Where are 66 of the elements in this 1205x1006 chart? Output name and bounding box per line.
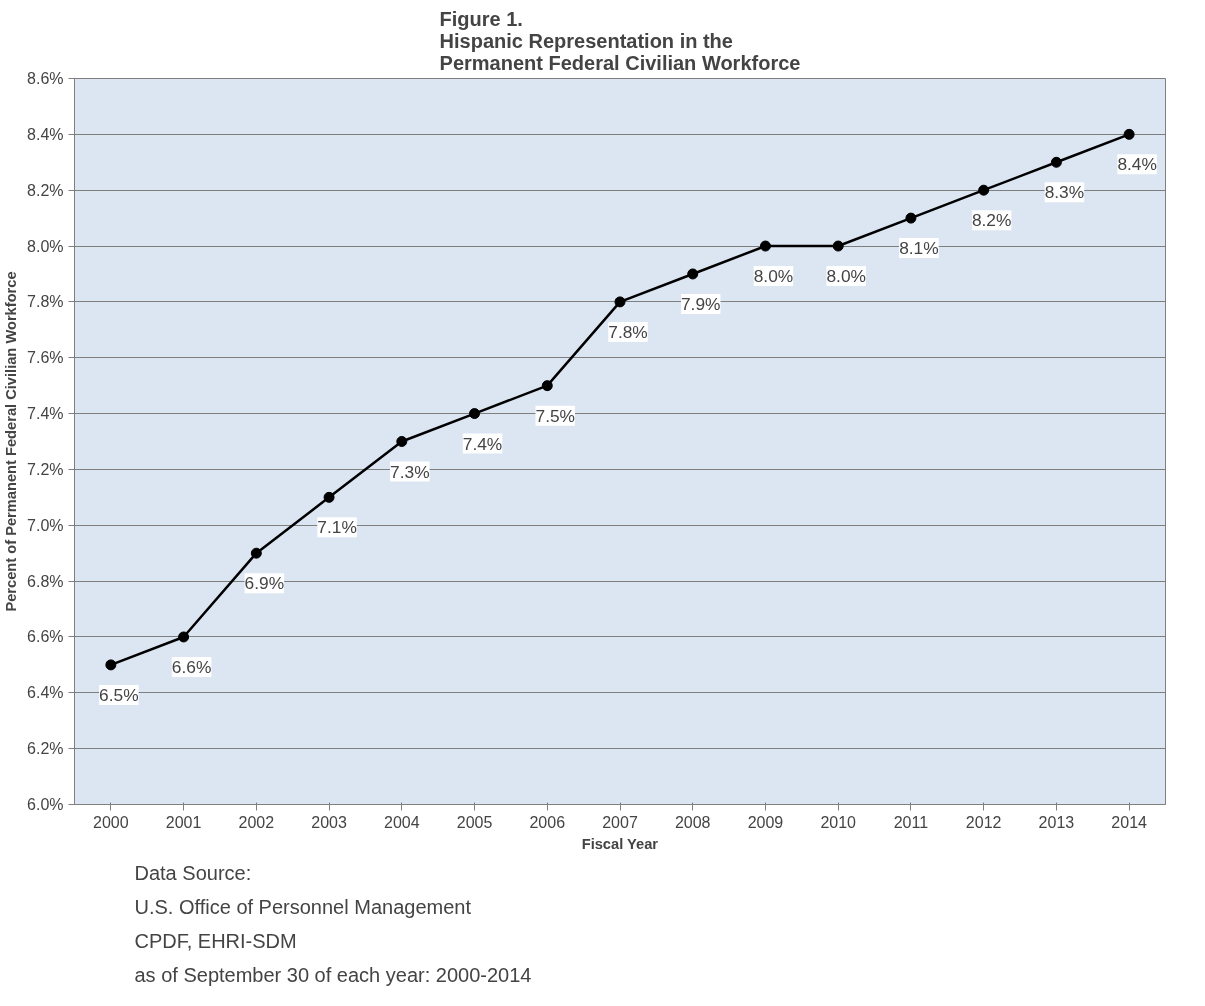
x-tick-label: 2012 [965,813,1002,831]
data-label: 7.4% [462,433,503,454]
x-tick-label: 2007 [602,813,638,831]
x-tick-label: 2002 [238,813,275,831]
point [832,240,844,252]
x-tick-label: 2004 [384,813,420,831]
y-tick-label: 7.2% [27,460,64,478]
y-tick-label: 6.2% [27,740,64,758]
y-tick-label: 7.8% [27,293,64,311]
point [178,631,190,643]
point [105,659,117,671]
point [250,547,262,559]
data-label: 7.5% [535,405,576,426]
point [614,296,626,308]
x-tick-label: 2006 [529,813,566,831]
x-tick-label: 2014 [1111,813,1148,831]
x-tick-label: 2005 [456,813,493,831]
y-tick-label: 7.4% [27,405,64,423]
text: CPDF, EHRI-SDM [134,929,297,952]
y-tick-label: 8.2% [27,181,64,199]
data-label: 6.5% [99,684,139,705]
data-label: 7.3% [390,461,430,482]
data-label: 6.9% [244,573,285,594]
data-label: 8.0% [753,266,794,287]
data-label: 6.6% [171,656,212,677]
text: as of September 30 of each year: 2000-2014 [134,963,532,986]
x-tick-label: 2010 [820,813,857,831]
data-label: 7.9% [680,293,721,314]
point [396,436,408,447]
data-label: 7.8% [608,321,648,342]
y-tick-label: 7.0% [27,516,64,534]
x-tick-label: 2000 [93,813,129,831]
y-tick-label: 7.6% [27,349,64,367]
data-label: 8.4% [1117,154,1157,175]
x-tick-label: 2001 [165,813,202,831]
x-tick-label: 2003 [311,813,347,831]
point [687,268,699,280]
y-tick-label: 6.4% [27,684,64,702]
x-tick-label: 2009 [747,813,784,831]
y-tick-label: 8.0% [27,237,64,255]
y-tick-label: 6.8% [27,572,64,590]
y-tick-label: 8.4% [27,125,64,143]
chart-title: Figure 1. Hispanic Representation in the Permanent Federal Civilian Workforce [439,7,801,74]
y-axis-title: Percent of Permanent Federal Civilian Workforce [3,271,20,612]
point [469,408,481,420]
data-label: 8.0% [826,266,866,287]
y-tick-label: 6.6% [27,628,64,646]
point [323,491,335,503]
y-tick-label: 6.0% [27,796,64,813]
point [1050,156,1062,168]
source-note: Data Source: [134,861,252,884]
text: U.S. Office of Personnel Management [134,895,472,918]
data-label: 8.2% [971,210,1012,231]
x-tick-label: 2008 [674,813,711,831]
point [541,380,553,392]
point [905,212,917,224]
point [1123,128,1135,140]
y-tick-label: 8.6% [27,70,64,87]
data-label: 7.1% [317,517,357,538]
data-label: 8.1% [899,238,939,259]
x-tick-label: 2011 [893,813,929,831]
x-axis-title: Fiscal Year [581,835,659,852]
point [759,240,771,252]
data-label: 8.3% [1044,182,1085,203]
point [978,184,990,196]
x-tick-label: 2013 [1038,813,1075,831]
